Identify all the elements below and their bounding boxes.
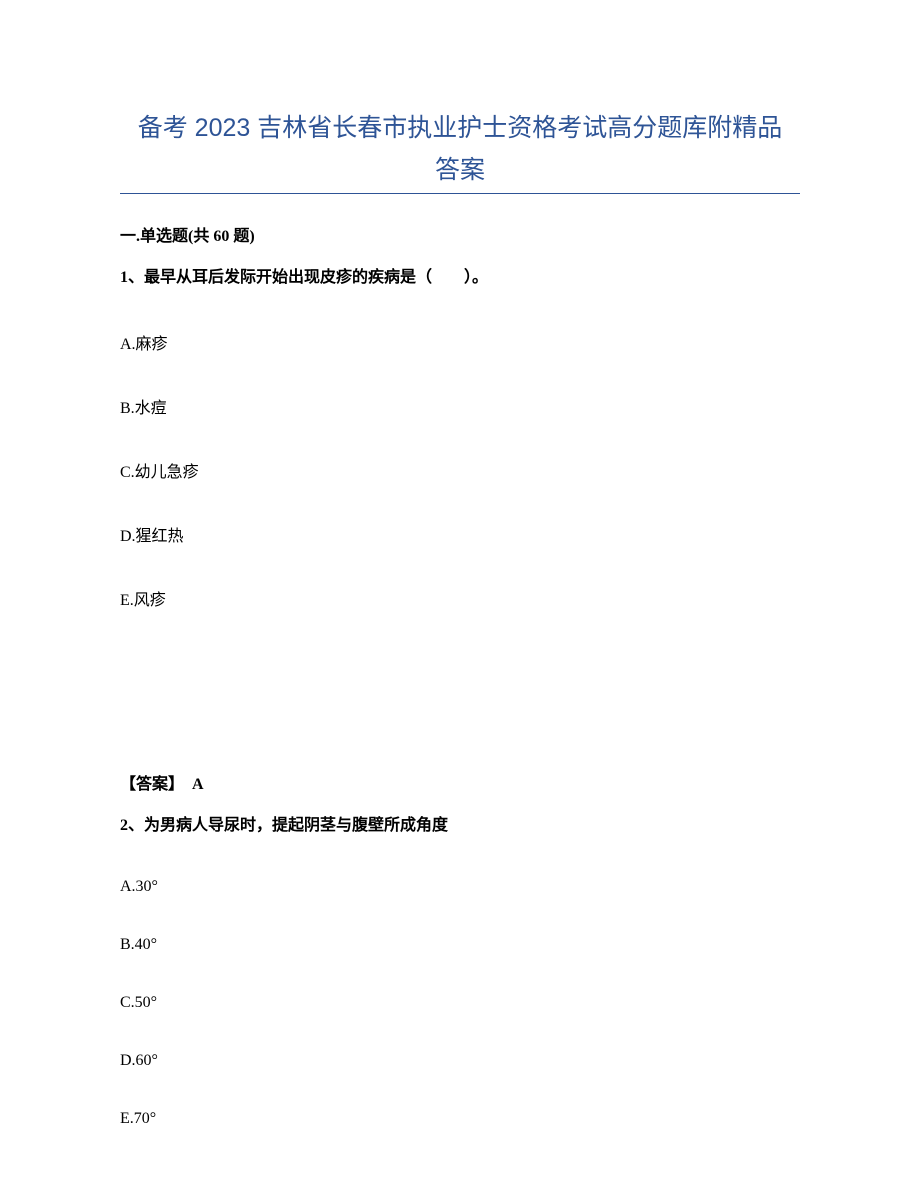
answer-label-text: 【答案】 [120,776,184,793]
question-1-option-c: C.幼儿急疹 [120,458,800,482]
question-1-option-d: D.猩红热 [120,522,800,546]
question-1: 1、最早从耳后发际开始出现皮疹的疾病是（ ）。 A.麻疹 B.水痘 C.幼儿急疹… [120,266,800,794]
document-title-line2: 答案 [120,152,800,190]
section-header: 一.单选题(共 60 题) [120,222,800,246]
spacer [120,650,800,710]
question-2-option-d: D.60° [120,1052,800,1070]
answer-value: A [192,776,204,793]
question-2-option-e: E.70° [120,1110,800,1128]
question-1-content: 最早从耳后发际开始出现皮疹的疾病是（ ）。 [144,269,488,286]
question-2-option-b: B.40° [120,936,800,954]
question-2-text: 2、为男病人导尿时，提起阴茎与腹壁所成角度 [120,814,800,838]
question-1-option-e: E.风疹 [120,586,800,610]
document-title-line1: 备考 2023 吉林省长春市执业护士资格考试高分题库附精品 [120,110,800,148]
title-underline [120,193,800,194]
question-2-content: 为男病人导尿时，提起阴茎与腹壁所成角度 [144,817,448,834]
question-1-option-b: B.水痘 [120,394,800,418]
question-2: 2、为男病人导尿时，提起阴茎与腹壁所成角度 A.30° B.40° C.50° … [120,814,800,1128]
question-1-number: 1、 [120,269,144,286]
question-1-answer: 【答案】 A [120,770,800,794]
question-1-text: 1、最早从耳后发际开始出现皮疹的疾病是（ ）。 [120,266,800,290]
question-2-number: 2、 [120,817,144,834]
question-2-option-a: A.30° [120,878,800,896]
question-2-option-c: C.50° [120,994,800,1012]
question-1-option-a: A.麻疹 [120,330,800,354]
